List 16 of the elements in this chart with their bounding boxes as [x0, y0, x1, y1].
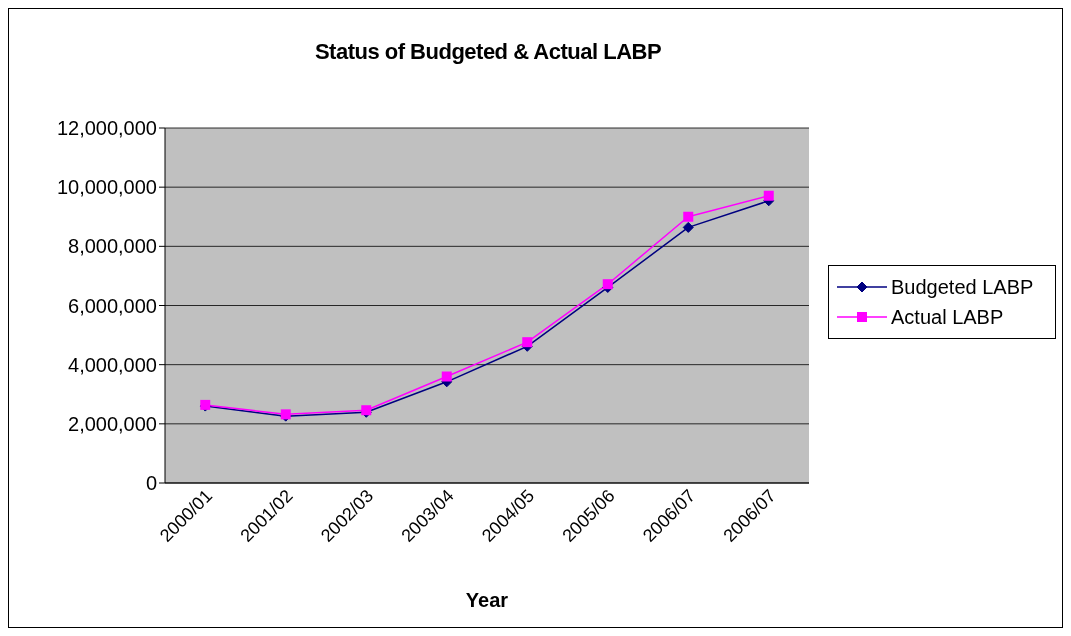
point [441, 371, 452, 382]
point [683, 211, 694, 222]
y-tick-label: 12,000,000 [56, 117, 157, 140]
y-tick-label: 2,000,000 [68, 412, 157, 435]
x-axis-title: Year [465, 589, 509, 611]
legend-label: Actual LABP [891, 305, 1004, 329]
y-tick-label: 4,000,000 [68, 353, 157, 376]
y-tick-label: 6,000,000 [68, 294, 157, 317]
chart-title: Status of Budgeted & Actual LABP [313, 39, 663, 65]
y-tick-label: 8,000,000 [68, 235, 157, 258]
y-tick-label: 0 [145, 472, 157, 495]
point [763, 190, 774, 201]
y-tick-label: 10,000,000 [56, 176, 157, 199]
point [682, 221, 694, 233]
point [522, 337, 533, 348]
legend-label: Budgeted LABP [891, 275, 1034, 299]
